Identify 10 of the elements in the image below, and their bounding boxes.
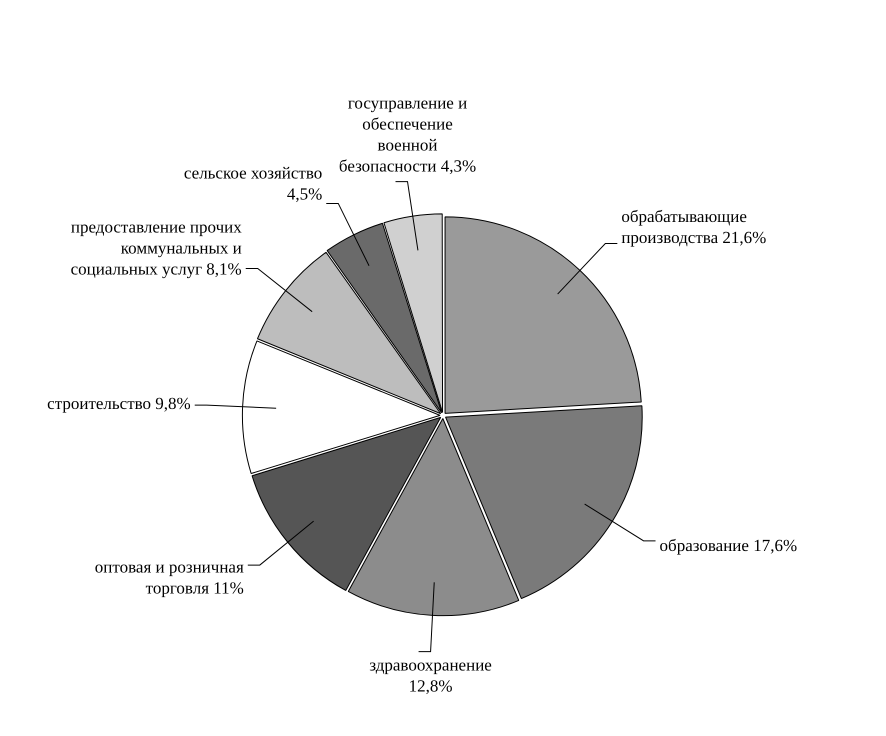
slice-label: сельское хозяйство	[184, 164, 322, 183]
data-label: 12,8%	[408, 676, 453, 696]
slice-label: строительство 9,8%	[47, 394, 191, 414]
slice-label: образование 17,6%	[660, 536, 798, 555]
slice-label: предоставление прочих коммунальных и социальных услуг 8,1%	[70, 217, 242, 278]
data-label: 4,5%	[286, 184, 322, 204]
slice-label: здравоохранение	[369, 656, 492, 675]
slice-label: оптовая и розничная торговля 11%	[94, 557, 244, 598]
slice-label: обрабатывающие производства 21,6%	[621, 207, 766, 248]
slice-label: госуправление и обеспечение военной безопасности 4,3%	[338, 94, 476, 176]
